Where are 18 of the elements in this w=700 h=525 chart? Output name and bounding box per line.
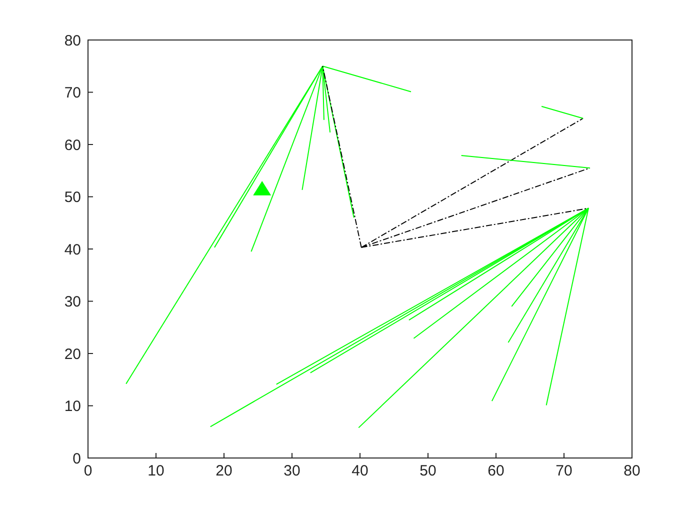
x-tick-label: 30 [284, 462, 300, 480]
y-tick-label: 20 [64, 346, 81, 363]
y-tick-label: 80 [64, 32, 81, 50]
y-tick-label: 30 [64, 294, 81, 311]
y-tick-label: 50 [64, 189, 81, 206]
y-tick-label: 70 [64, 84, 81, 102]
y-tick-label: 10 [64, 398, 81, 416]
x-tick-label: 0 [84, 462, 92, 480]
x-tick-label: 80 [624, 462, 640, 480]
y-tick-label: 0 [72, 450, 81, 468]
x-tick-label: 60 [488, 462, 504, 480]
x-tick-label: 20 [216, 462, 232, 480]
x-tick-label: 70 [556, 462, 572, 480]
x-tick-label: 10 [148, 462, 164, 480]
y-tick-label: 60 [64, 136, 81, 154]
x-tick-label: 40 [352, 462, 368, 480]
y-tick-label: 40 [64, 241, 81, 258]
x-tick-label: 50 [420, 462, 436, 480]
